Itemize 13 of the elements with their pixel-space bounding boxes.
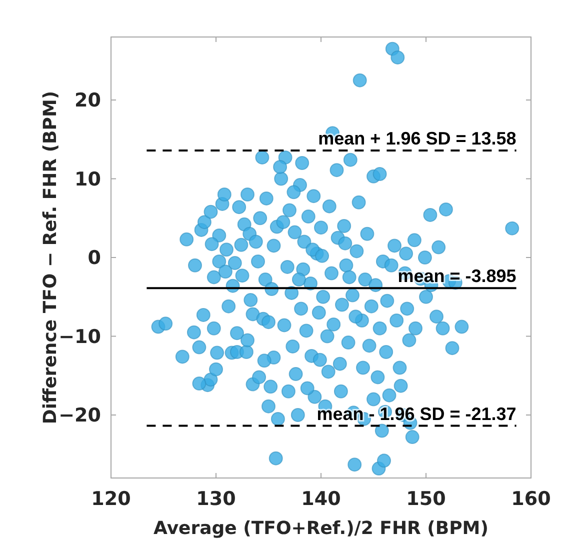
x-tick-label: 140 [301,488,341,510]
y-axis-title: Difference TFO − Ref. FHR (BPM) [40,90,61,424]
x-tick-label: 120 [91,488,131,510]
y-tick-label: 0 [88,247,101,270]
x-tick-label: 150 [406,488,446,510]
x-tick-label: 160 [511,488,551,510]
y-tick-label: 10 [74,168,101,190]
y-tick-label: −20 [58,404,101,427]
x-axis-title: Average (TFO+Ref.)/2 FHR (BPM) [154,518,488,539]
y-tick-label: −10 [58,326,101,348]
y-tick-label: 20 [74,90,101,112]
ref-line-label: mean + 1.96 SD = 13.58 [318,128,516,149]
x-tick-label: 130 [196,488,236,510]
